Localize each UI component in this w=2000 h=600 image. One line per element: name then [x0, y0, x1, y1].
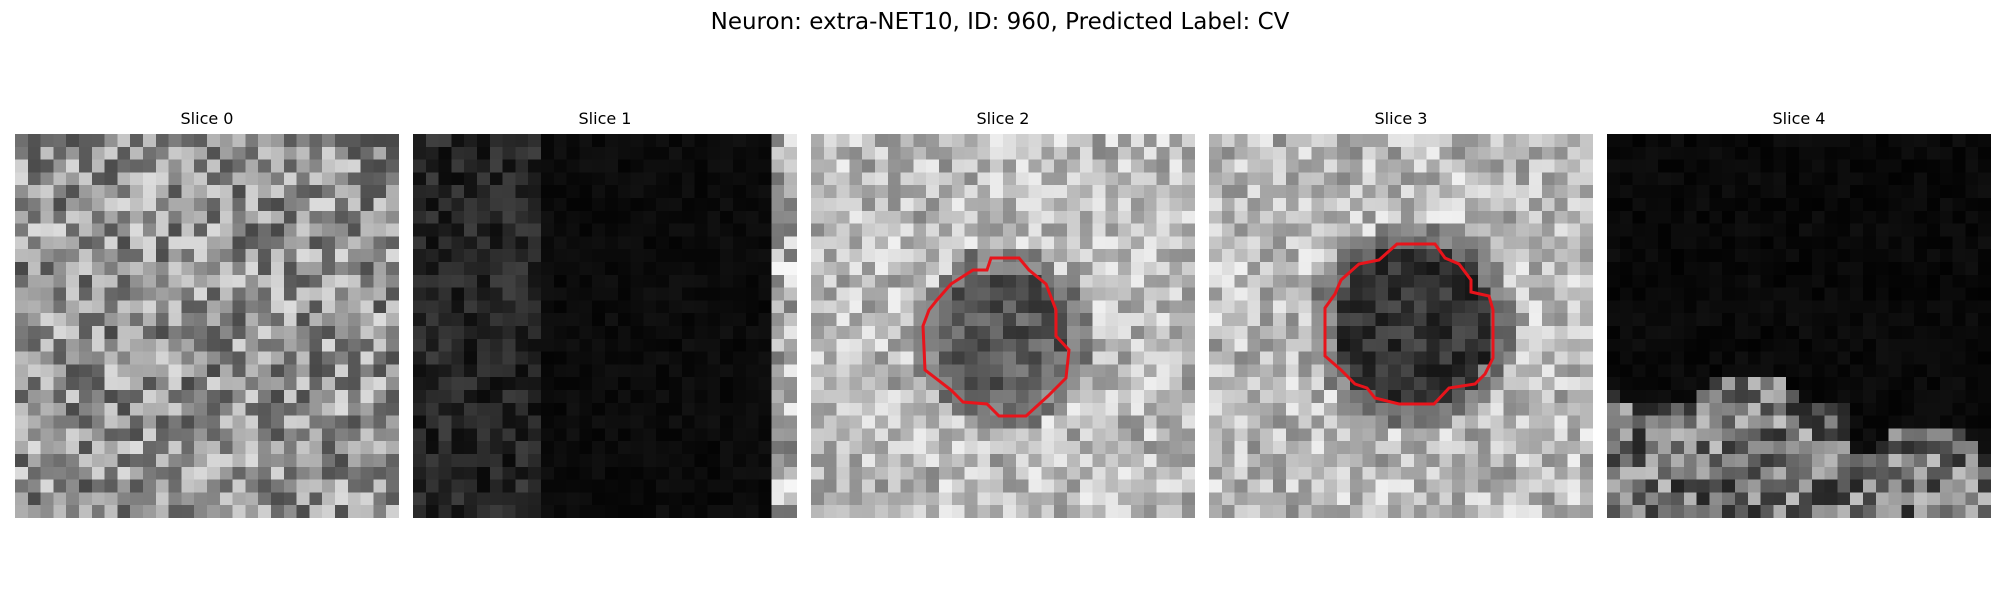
panel-slice-2: Slice 2 [811, 108, 1195, 518]
figure-title: Neuron: extra-NET10, ID: 960, Predicted … [710, 9, 1290, 35]
slice-pixels [1209, 134, 1593, 518]
slice-image [413, 134, 797, 518]
panel-slice-3: Slice 3 [1209, 108, 1593, 518]
panel-slice-4: Slice 4 [1607, 108, 1991, 518]
slice-image [811, 134, 1195, 518]
roi-contour [921, 256, 1071, 418]
slice-image [1607, 134, 1991, 518]
panel-title: Slice 1 [578, 109, 632, 128]
slice-image [15, 134, 399, 518]
slice-image [1209, 134, 1593, 518]
slice-pixels [413, 134, 797, 518]
roi-contour-overlay [1323, 242, 1495, 406]
roi-contour [1323, 242, 1495, 406]
panel-slice-0: Slice 0 [15, 108, 399, 518]
panel-title: Slice 2 [976, 109, 1030, 128]
panel-title: Slice 3 [1374, 109, 1428, 128]
panel-title: Slice 0 [180, 109, 234, 128]
slice-pixels [811, 134, 1195, 518]
slice-pixels [15, 134, 399, 518]
panel-slice-1: Slice 1 [413, 108, 797, 518]
slice-pixels [1607, 134, 1991, 518]
panel-title: Slice 4 [1772, 109, 1826, 128]
roi-contour-overlay [921, 256, 1071, 418]
